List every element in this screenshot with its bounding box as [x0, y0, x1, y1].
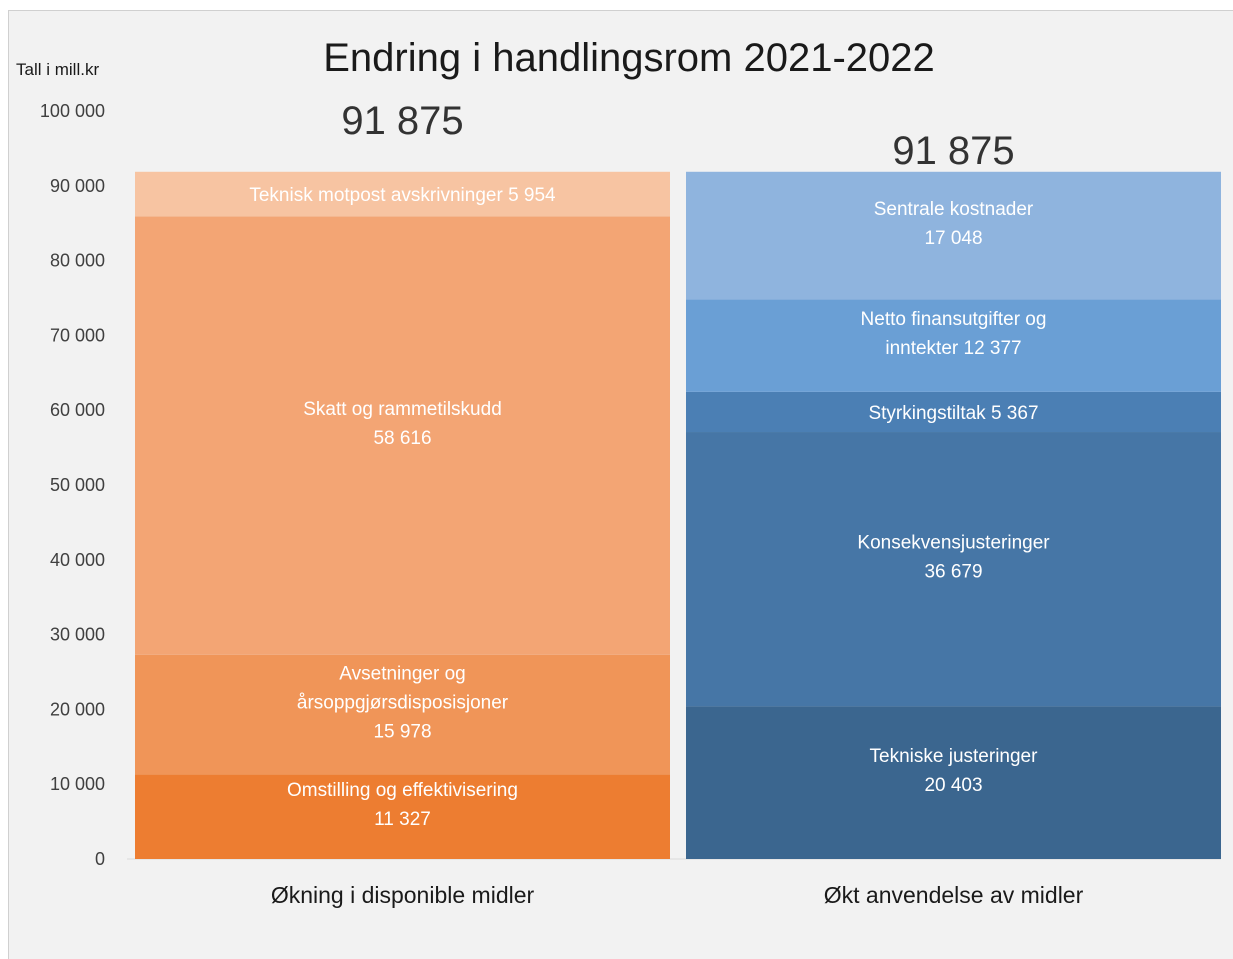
bar-segment: [686, 706, 1221, 859]
y-tick-label: 70 000: [50, 325, 105, 345]
chart-title: Endring i handlingsrom 2021-2022: [323, 36, 935, 80]
segment-label: Avsetninger og: [339, 664, 465, 685]
y-tick-label: 0: [95, 849, 105, 869]
bar-segment: [686, 171, 1221, 300]
y-tick-label: 50 000: [50, 475, 105, 495]
bar-segment: [135, 216, 670, 655]
segment-label: Netto finansutgifter og: [861, 309, 1047, 330]
total-labels: 91 875 91 875: [341, 99, 1014, 173]
segment-label: årsoppgjørsdisposisjoner: [297, 693, 509, 714]
segment-label: 58 616: [373, 428, 431, 449]
y-axis-ticks: 0 10 000 20 000 30 000 40 000 50 000 60 000 70 …: [40, 101, 105, 869]
segment-label: 17 048: [924, 228, 982, 249]
bars-group: Omstilling og effektivisering 11 327 Avset…: [135, 171, 1221, 859]
segment-label: 11 327: [374, 809, 431, 830]
y-tick-label: 30 000: [50, 625, 105, 645]
bar-segment: [686, 299, 1221, 392]
y-tick-label: 100 000: [40, 101, 105, 121]
stacked-bar-chart: Endring i handlingsrom 2021-2022 Tall i …: [16, 36, 1221, 908]
segment-label: Styrkingstiltak 5 367: [868, 403, 1038, 424]
bar-segment: [135, 654, 670, 775]
y-tick-label: 40 000: [50, 550, 105, 570]
category-label: Økning i disponible midler: [271, 882, 535, 908]
segment-label: 15 978: [373, 722, 431, 743]
bar-segment: [686, 432, 1221, 707]
y-tick-label: 10 000: [50, 774, 105, 794]
y-tick-label: 20 000: [50, 699, 105, 719]
category-label: Økt anvendelse av midler: [824, 882, 1084, 908]
total-label: 91 875: [341, 99, 463, 143]
segment-label: 36 679: [924, 562, 982, 583]
bar-segment: [686, 391, 1221, 433]
segment-label: Konsekvensjusteringer: [857, 533, 1050, 554]
chart-area: Endring i handlingsrom 2021-2022 Tall i …: [8, 10, 1233, 959]
segment-label: Teknisk motpost avskrivninger 5 954: [249, 185, 556, 206]
segment-label: inntekter 12 377: [885, 338, 1021, 359]
segment-label: Sentrale kostnader: [874, 199, 1034, 220]
bar-segment: [135, 774, 670, 859]
y-tick-label: 60 000: [50, 400, 105, 420]
y-tick-label: 90 000: [50, 176, 105, 196]
category-labels: Økning i disponible midler Økt anvendelse…: [271, 882, 1084, 908]
segment-label: 20 403: [924, 775, 982, 796]
segment-label: Skatt og rammetilskudd: [303, 399, 502, 420]
segment-label: Omstilling og effektivisering: [287, 780, 518, 801]
total-label: 91 875: [892, 129, 1014, 173]
bar-segment: [135, 171, 670, 217]
y-axis-unit-label: Tall i mill.kr: [16, 60, 99, 79]
y-tick-label: 80 000: [50, 251, 105, 271]
segment-label: Tekniske justeringer: [870, 746, 1039, 767]
